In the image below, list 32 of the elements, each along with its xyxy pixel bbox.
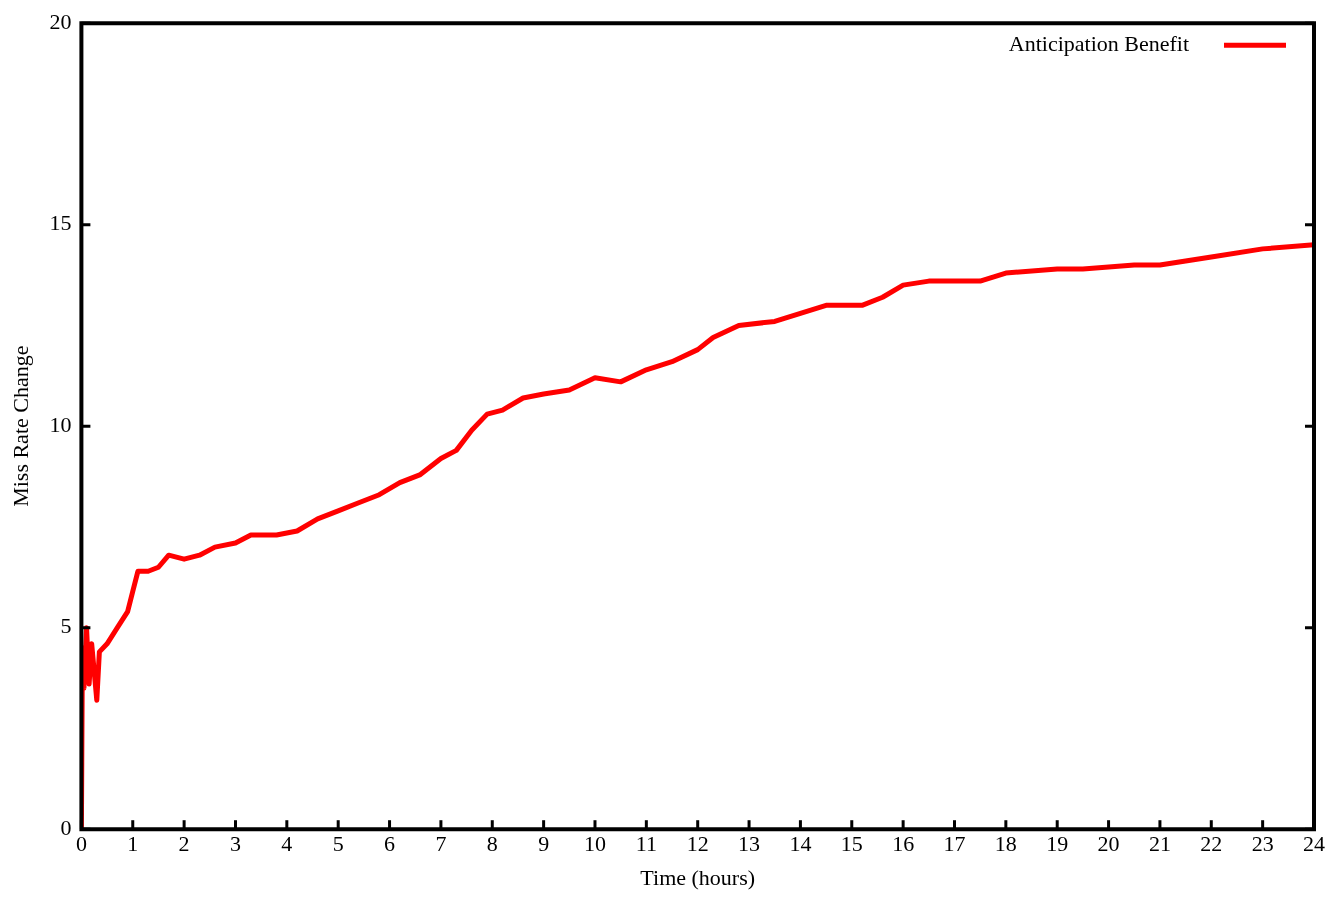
x-tick-label: 5 [332, 831, 344, 857]
x-tick-label: 23 [1251, 831, 1274, 857]
y-tick-label: 5 [60, 613, 72, 639]
x-tick-label: 24 [1303, 831, 1325, 857]
x-axis-title: Time (hours) [640, 864, 756, 890]
y-tick-label: 20 [49, 8, 72, 34]
x-tick-label: 13 [738, 831, 761, 857]
x-tick-label: 1 [127, 831, 139, 857]
y-tick-label: 0 [60, 814, 72, 840]
x-tick-label: 3 [229, 831, 241, 857]
legend-label: Anticipation Benefit [1008, 30, 1189, 56]
x-tick-label: 15 [840, 831, 863, 857]
x-tick-label: 20 [1097, 831, 1120, 857]
x-tick-label: 4 [281, 831, 293, 857]
x-tick-label: 19 [1046, 831, 1069, 857]
x-tick-label: 17 [943, 831, 966, 857]
x-tick-label: 6 [384, 831, 396, 857]
x-tick-label: 12 [686, 831, 709, 857]
x-tick-label: 9 [538, 831, 550, 857]
x-tick-label: 21 [1148, 831, 1171, 857]
x-tick-label: 14 [789, 831, 812, 857]
y-tick-label: 15 [49, 210, 72, 236]
x-tick-label: 22 [1200, 831, 1223, 857]
x-tick-label: 16 [892, 831, 915, 857]
x-tick-label: 8 [486, 831, 498, 857]
y-tick-label: 10 [49, 411, 72, 437]
x-tick-label: 18 [994, 831, 1017, 857]
x-tick-label: 7 [435, 831, 447, 857]
x-tick-label: 10 [583, 831, 606, 857]
x-tick-label: 11 [635, 831, 657, 857]
x-tick-label: 2 [178, 831, 190, 857]
y-axis-title: Miss Rate Change [7, 345, 33, 507]
